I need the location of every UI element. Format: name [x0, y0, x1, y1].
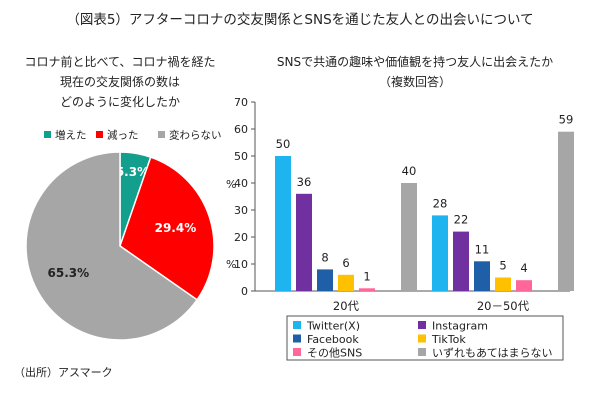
bar-data-label: 8 [321, 250, 328, 264]
pie-data-label: 65.3% [48, 266, 90, 280]
pie-data-label: 5.3% [116, 165, 149, 179]
y-tick-label: 0 [241, 285, 248, 298]
pie-title-line: コロナ前と比べて、コロナ禍を経た [25, 54, 216, 69]
pie-title-line: どのように変化したか [60, 94, 180, 109]
legend-swatch [418, 348, 426, 356]
legend-label: その他SNS [307, 347, 362, 360]
bar-data-label: 6 [342, 256, 349, 270]
pie-data-label: 29.4% [155, 221, 197, 235]
legend-swatch [293, 334, 301, 343]
legend-swatch [418, 321, 426, 329]
figure-title: （図表5）アフターコロナの交友関係とSNSを通じた友人との出会いについて [66, 12, 534, 28]
bar [359, 288, 375, 291]
legend-label: Twitter(X) [306, 320, 360, 333]
bar [474, 261, 490, 291]
y-tick-label: 20 [234, 231, 248, 244]
legend-label: TikTok [431, 333, 466, 346]
bar-data-label: 4 [520, 261, 527, 275]
pie-legend-label: 減った [107, 129, 139, 142]
y-tick-label: 50 [234, 150, 248, 163]
pie-legend-swatch [158, 131, 165, 138]
bar [275, 156, 291, 291]
bar-data-label: 50 [276, 137, 291, 151]
bar [432, 215, 448, 291]
bar-data-label: 36 [297, 175, 312, 189]
y-tick-label: 30 [234, 204, 248, 217]
bar-data-label: 5 [499, 259, 506, 273]
bar-data-label: 59 [559, 113, 574, 127]
bar-data-label: 28 [433, 196, 448, 210]
legend-label: Facebook [307, 333, 359, 346]
bar [338, 274, 354, 291]
bar [296, 193, 312, 291]
bar-data-label: 40 [402, 164, 417, 178]
legend-swatch [418, 334, 426, 343]
y-axis-label-bottom: % [226, 258, 236, 271]
pie-slice [119, 156, 215, 301]
pie-title-line: 現在の交友関係の数は [60, 74, 180, 89]
pie-legend-label: 増えた [55, 129, 87, 142]
y-axis-label-top: % [226, 178, 236, 191]
legend-box [286, 315, 564, 361]
bar [558, 131, 574, 291]
pie-legend-label: 変わらない [169, 129, 222, 142]
legend-label: いずれもあてはまらない [432, 347, 553, 360]
bar-title-line: （複数回答） [379, 74, 451, 89]
bar-data-label: 22 [454, 213, 469, 227]
pie-slice [25, 151, 199, 341]
bar [317, 269, 333, 291]
pie-legend-swatch [96, 131, 103, 138]
bar [453, 231, 469, 291]
source-note: （出所）アスマーク [14, 366, 113, 379]
y-tick-label: 60 [234, 123, 248, 136]
legend-swatch [293, 348, 301, 356]
bar-title-line: SNSで共通の趣味や価値観を持つ友人に出会えたか [277, 54, 553, 69]
bar-data-label: 11 [475, 242, 490, 256]
legend-label: Instagram [432, 320, 488, 333]
y-tick-label: 70 [234, 96, 248, 109]
x-category-label: 20代 [333, 299, 360, 313]
y-tick-label: 10 [234, 258, 248, 271]
pie-legend-swatch [44, 131, 51, 138]
y-tick-label: 40 [234, 177, 248, 190]
bar [401, 183, 417, 291]
legend-swatch [293, 321, 301, 329]
bar [495, 277, 511, 291]
bar [516, 280, 532, 291]
x-category-label: 20－50代 [477, 299, 530, 313]
bar-data-label: 1 [363, 269, 370, 283]
